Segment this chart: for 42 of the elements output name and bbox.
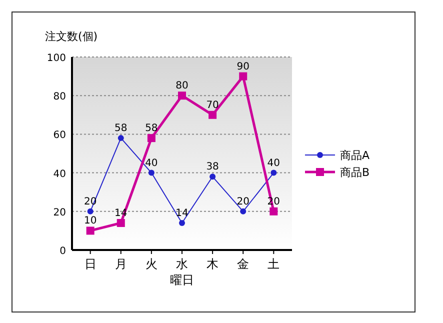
point [270,170,277,176]
data-label: 80 [176,80,188,92]
x-tick-label: 金 [237,257,250,271]
x-tick-label: 土 [268,257,280,271]
y-axis-title: 注文数(個) [45,30,98,43]
y-tick-label: 0 [60,246,66,257]
x-tick-label: 日 [84,257,96,271]
point [239,72,248,80]
legend-label: 商品B [340,166,370,179]
legend-label: 商品A [340,149,370,162]
data-label: 40 [145,158,158,169]
point [116,218,125,227]
point [179,220,185,226]
data-label: 38 [206,162,219,173]
x-axis-title: 曜日 [170,273,194,287]
y-tick-label: 80 [53,92,66,103]
point [118,135,124,142]
x-tick-label: 水 [176,257,188,271]
data-label: 90 [236,61,250,72]
point [240,208,246,214]
point [147,134,156,142]
x-tick-label: 月 [114,257,127,271]
data-label: 58 [145,123,158,134]
point [87,208,94,214]
y-tick-label: 100 [46,53,66,64]
point [210,174,216,180]
y-tick-label: 60 [53,130,66,142]
x-tick-label: 木 [206,257,219,271]
data-label: 14 [176,208,188,219]
data-label: 40 [267,158,280,169]
y-tick-label: 40 [53,168,66,180]
data-label: 70 [206,100,219,111]
data-label: 20 [236,196,250,208]
point [86,226,94,235]
y-tick-label: 20 [53,207,66,218]
point [178,92,186,100]
point [270,207,278,216]
x-tick-label: 火 [145,257,158,271]
point [148,170,154,176]
data-label: 10 [84,216,97,227]
point [208,110,217,119]
data-label: 58 [114,123,128,134]
